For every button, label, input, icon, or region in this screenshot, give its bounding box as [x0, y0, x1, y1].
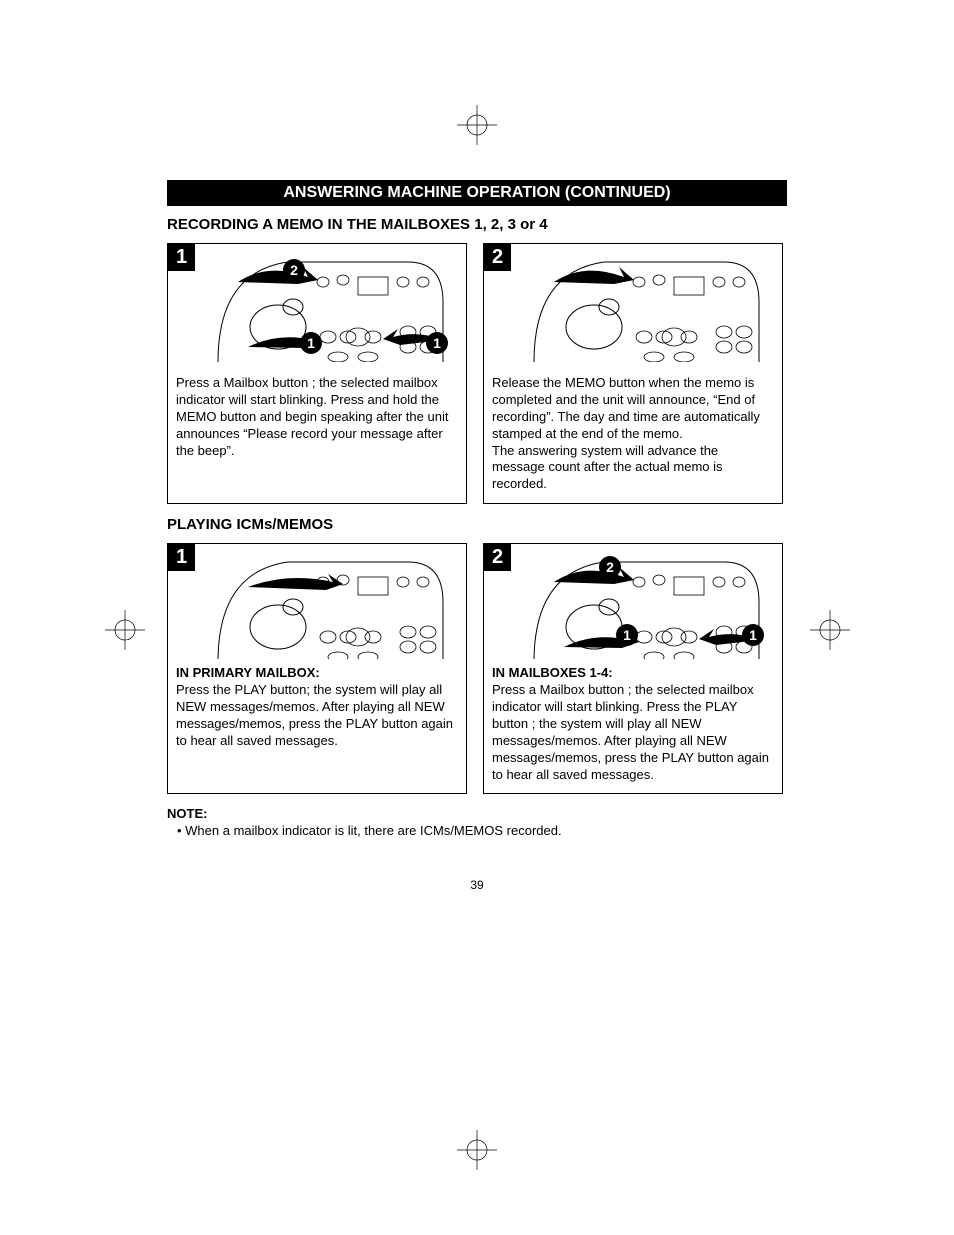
- section-2-title: PLAYING ICMs/MEMOS: [167, 516, 787, 533]
- step-2-number: 2: [484, 244, 511, 271]
- section-1-title: RECORDING A MEMO IN THE MAILBOXES 1, 2, …: [167, 216, 787, 233]
- callout-2: 2: [283, 259, 305, 281]
- step-2-box: 2: [483, 243, 783, 504]
- note-text: • When a mailbox indicator is lit, there…: [177, 823, 787, 838]
- section-1-row: 1: [167, 243, 787, 504]
- play-2-diagram: 2: [484, 544, 782, 659]
- crop-mark-left: [105, 610, 145, 650]
- play-1-number: 1: [168, 544, 195, 571]
- callout-1b: 1: [426, 332, 448, 354]
- header-bar: ANSWERING MACHINE OPERATION (CONTINUED): [167, 180, 787, 206]
- device-illustration-icon: [524, 252, 764, 362]
- step-2-text: Release the MEMO button when the memo is…: [484, 369, 782, 503]
- play-2-heading: IN MAILBOXES 1-4:: [492, 665, 613, 680]
- crop-mark-bottom: [457, 1130, 497, 1170]
- step-2-diagram: 2: [484, 244, 782, 369]
- callout-1a: 1: [300, 332, 322, 354]
- play-2-number: 2: [484, 544, 511, 571]
- device-illustration-icon: [524, 552, 764, 659]
- step-1-diagram: 1: [168, 244, 466, 369]
- crop-mark-right: [810, 610, 850, 650]
- step-1-text: Press a Mailbox button ; the selected ma…: [168, 369, 466, 469]
- play-1-body: Press the PLAY button; the system will p…: [176, 682, 453, 748]
- device-illustration-icon: [208, 252, 448, 362]
- play-1-text: IN PRIMARY MAILBOX: Press the PLAY butto…: [168, 659, 466, 759]
- play-2-box: 2: [483, 543, 783, 794]
- play-1-diagram: 1: [168, 544, 466, 659]
- play-2-body: Press a Mailbox button ; the selected ma…: [492, 682, 769, 781]
- section-2-row: 1: [167, 543, 787, 794]
- play-2-text: IN MAILBOXES 1-4: Press a Mailbox button…: [484, 659, 782, 793]
- play-1-heading: IN PRIMARY MAILBOX:: [176, 665, 320, 680]
- step-1-box: 1: [167, 243, 467, 504]
- step-1-number: 1: [168, 244, 195, 271]
- device-illustration-icon: [208, 552, 448, 659]
- page-content: ANSWERING MACHINE OPERATION (CONTINUED) …: [167, 0, 787, 892]
- page-number: 39: [167, 878, 787, 892]
- play-1-box: 1: [167, 543, 467, 794]
- note-label: NOTE:: [167, 806, 787, 821]
